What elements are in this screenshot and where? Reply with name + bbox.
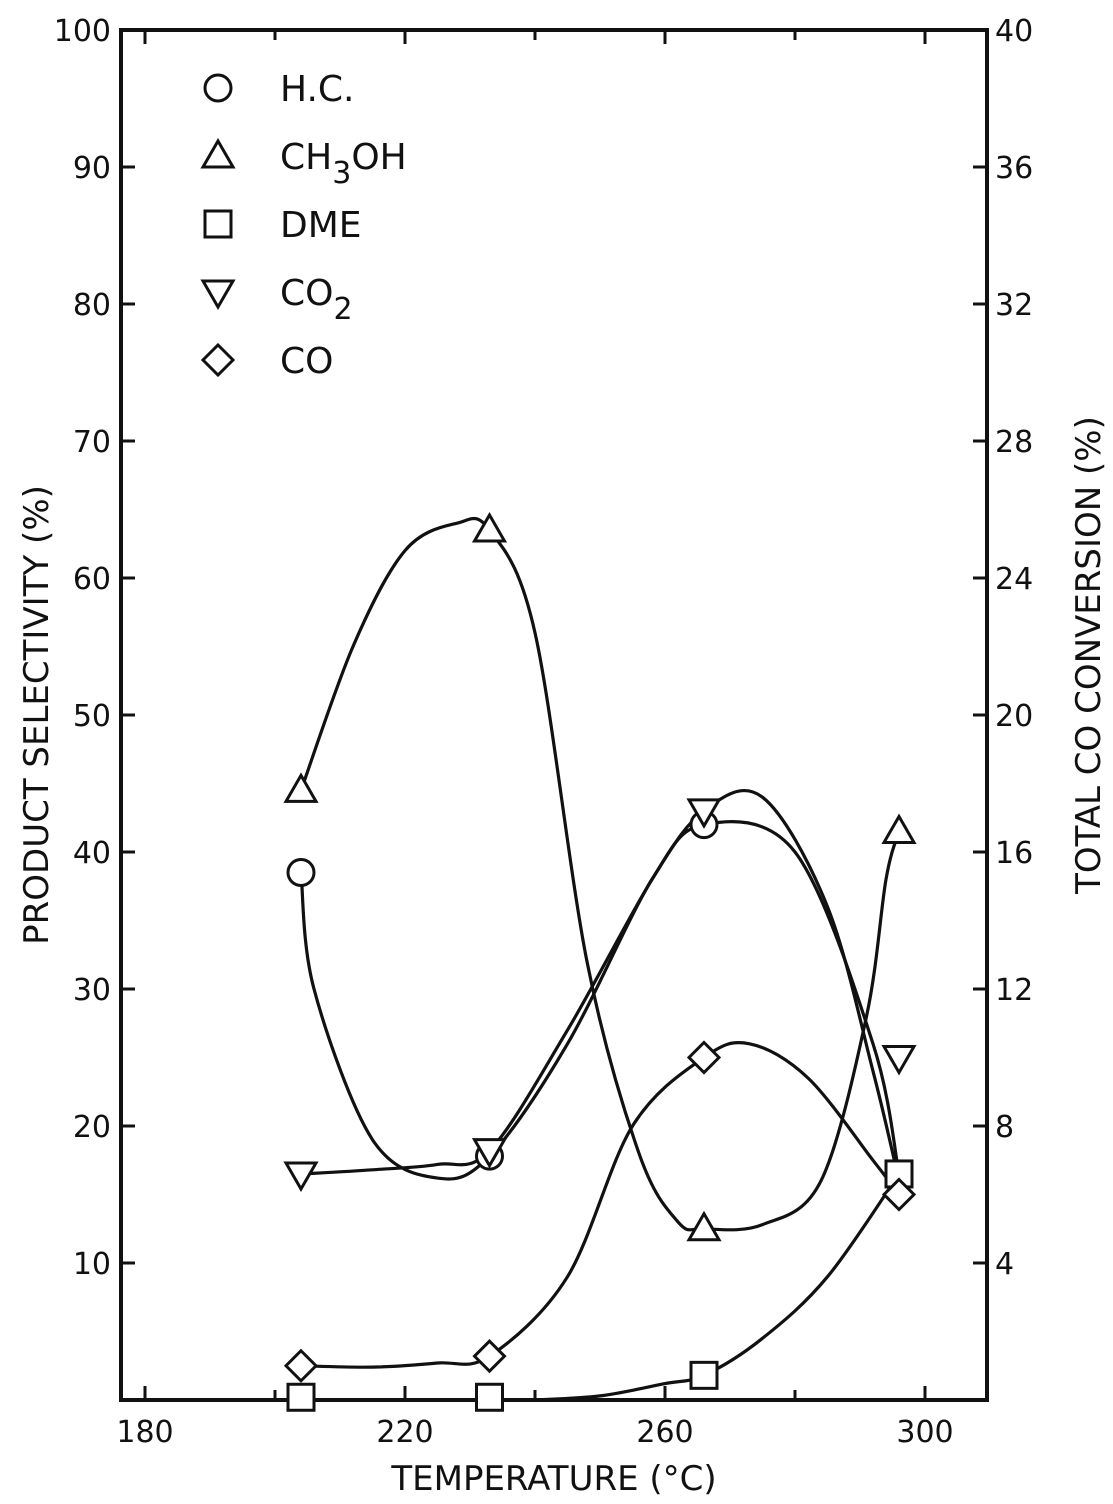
legend-label-subscript: 3	[332, 156, 351, 191]
y2-tick-label-20: 20	[995, 699, 1033, 734]
point-co2-296	[881, 1045, 917, 1076]
y-tick-label-40: 40	[73, 836, 111, 871]
legend-label-co2: CO2	[280, 273, 353, 327]
legend-label-co: CO	[280, 341, 333, 382]
point-ch3oh-233	[471, 512, 508, 543]
y2-tick-label-16: 16	[995, 836, 1033, 871]
x-tick-label-300: 300	[896, 1415, 953, 1450]
x-tick-label-260: 260	[636, 1415, 693, 1450]
legend-label-ch3oh: CH3OH	[280, 137, 407, 191]
y2-tick-label-28: 28	[995, 425, 1033, 460]
x-tick-label-220: 220	[376, 1415, 433, 1450]
legend-label-main: CO	[280, 341, 333, 382]
y2-tick-label-40: 40	[995, 14, 1033, 49]
series-markers	[283, 512, 917, 1412]
curve-co2	[300, 788, 901, 1182]
legend-marker-dme	[203, 209, 233, 239]
legend-label-main: CH	[280, 137, 332, 178]
point-co2-233	[471, 1138, 508, 1169]
point-h-c-204	[286, 858, 316, 888]
legend-marker-h-c	[203, 73, 233, 103]
legend-marker-co	[200, 342, 236, 378]
point-co2-204	[283, 1161, 319, 1192]
x-tick-label-180: 180	[116, 1415, 173, 1450]
legend-marker-ch3oh	[200, 137, 236, 169]
y2-tick-label-24: 24	[995, 562, 1033, 597]
point-dme-233	[475, 1382, 504, 1412]
y-tick-label-50: 50	[73, 699, 111, 734]
point-ch3oh-296	[881, 813, 917, 844]
point-co-266	[686, 1040, 722, 1075]
y-tick-label-100: 100	[54, 14, 111, 49]
point-ch3oh-204	[283, 772, 319, 803]
curve-h-c	[299, 819, 901, 1181]
y-tick-label-70: 70	[73, 425, 111, 460]
legend-label-main: H.C.	[280, 69, 354, 110]
curve-ch3oh	[299, 516, 901, 1232]
point-co2-266	[686, 798, 722, 829]
point-ch3oh-266	[686, 1210, 722, 1242]
legend-label-h-c: H.C.	[280, 69, 354, 110]
legend-label-main: CO	[280, 273, 333, 314]
legend-label-dme: DME	[280, 205, 362, 246]
y2-axis-title: TOTAL CO CONVERSION (%)	[1069, 416, 1109, 895]
y2-tick-label-8: 8	[995, 1110, 1014, 1145]
y-tick-label-90: 90	[73, 151, 111, 186]
y2-tick-label-4: 4	[995, 1247, 1014, 1282]
legend-label-main: DME	[280, 205, 362, 246]
y-tick-label-30: 30	[73, 973, 111, 1008]
legend-label-subscript: 2	[333, 292, 352, 327]
plot-frame	[119, 28, 989, 1402]
axis-ticks: 1020304050607080901004812162024283236401…	[54, 14, 1033, 1450]
legend-label-tail: OH	[351, 137, 406, 178]
legend-marker-co2	[200, 279, 236, 311]
y-tick-label-60: 60	[73, 562, 111, 597]
y-tick-label-10: 10	[73, 1247, 111, 1282]
point-co-233	[472, 1339, 507, 1374]
series-curves	[299, 516, 901, 1402]
point-dme-266	[689, 1360, 719, 1390]
x-axis-title: TEMPERATURE (°C)	[390, 1459, 716, 1499]
point-co-204	[283, 1348, 319, 1383]
y2-tick-label-36: 36	[995, 151, 1033, 186]
y2-tick-label-32: 32	[995, 288, 1033, 323]
y2-tick-label-12: 12	[995, 973, 1033, 1008]
y-tick-label-20: 20	[73, 1110, 111, 1145]
curve-co	[300, 1040, 901, 1369]
y-axis-title: PRODUCT SELECTIVITY (%)	[17, 485, 57, 945]
point-co-296	[881, 1177, 917, 1212]
y-tick-label-80: 80	[73, 288, 111, 323]
point-dme-204	[286, 1382, 316, 1412]
